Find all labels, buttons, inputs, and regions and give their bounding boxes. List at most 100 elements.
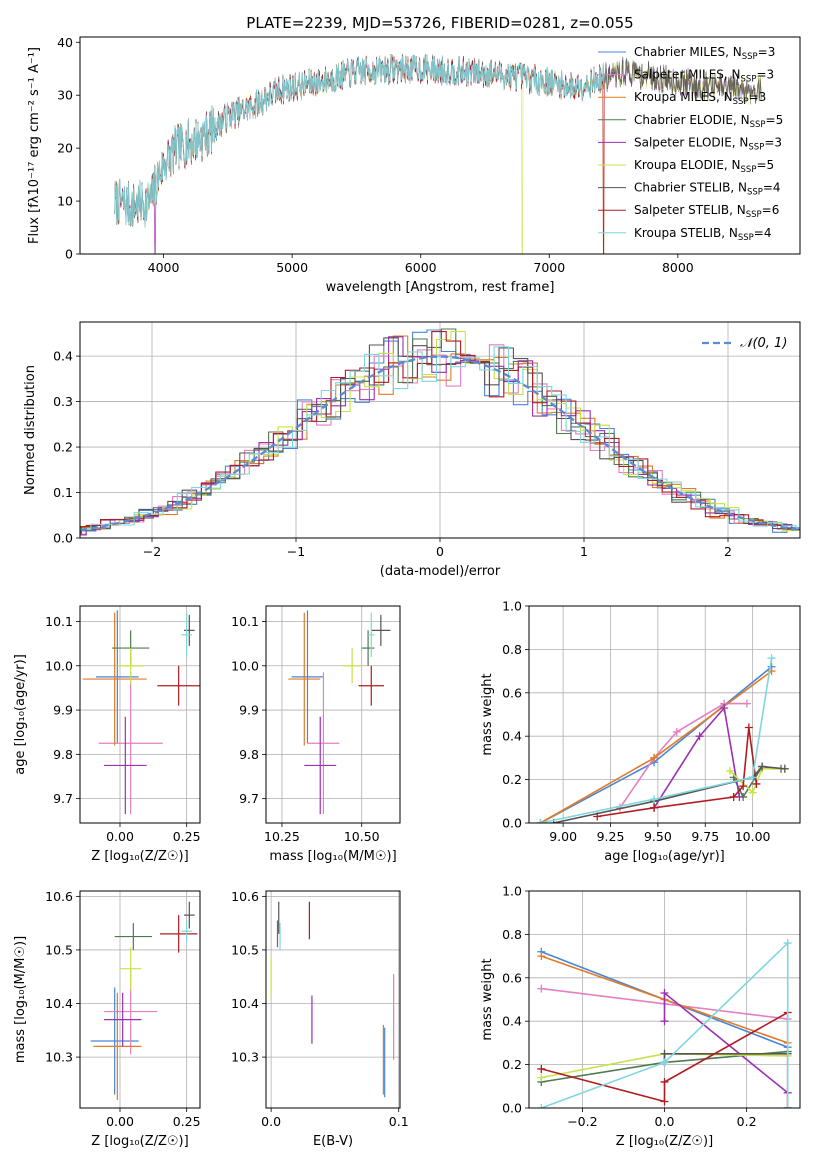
errorbar-point [184, 901, 195, 929]
weight-line [729, 768, 785, 794]
y-axis-label: mass [log₁₀(M/M☉)] [13, 936, 28, 1063]
weight-marker [720, 703, 729, 712]
gridlines [266, 606, 400, 823]
axis-ticks: 0.00 0.25 9.7 9.8 9.9 10.0 10.1 [45, 614, 200, 844]
y-tick-label: 30 [57, 88, 73, 103]
legend-suffix: =4 [763, 181, 781, 195]
errorbar-point [342, 648, 362, 684]
legend-subscript: SSP [741, 165, 757, 175]
y-tick-label: 10.5 [45, 942, 73, 957]
legend-text: Chabrier ELODIE, N [634, 113, 750, 127]
legend-label: Kroupa ELODIE, NSSP=5 [634, 158, 774, 175]
errorbar-point [160, 915, 198, 953]
axes-frame [79, 605, 201, 824]
weight-marker [672, 727, 681, 736]
y-tick-label: 9.7 [239, 791, 259, 806]
x-axis-label: age [log₁₀(age/yr)] [604, 849, 725, 864]
axis-ticks: 0.0 0.1 10.3 10.4 10.5 10.6 [231, 889, 409, 1129]
axes-frame [528, 890, 801, 1109]
x-tick-label: 10.25 [264, 829, 300, 844]
plot-area [90, 901, 198, 1100]
legend-label: Kroupa STELIB, NSSP=4 [634, 226, 772, 243]
gridlines [80, 322, 800, 539]
weight-marker [660, 1097, 669, 1106]
errorbar-point [93, 992, 142, 1100]
weight-line [663, 991, 789, 1108]
axes-frame [528, 605, 801, 824]
weight-marker [593, 812, 602, 821]
y-tick-label: 9.9 [239, 703, 259, 718]
legend-subscript: SSP [750, 120, 766, 130]
panel-residuals: −2 −1 0 1 2 0.0 0.1 0.2 0.3 0.4 (data-model)/error… [23, 321, 801, 579]
y-tick-label: 0.6 [502, 685, 522, 700]
axis-ticks: 9.00 9.25 9.50 9.75 10.00 0.0 0.2 0.4 0.6 0.8 1.0 [502, 599, 770, 845]
weight-marker [660, 1077, 669, 1086]
errorbar-point [371, 614, 391, 646]
x-tick-label: 0.00 [106, 829, 134, 844]
x-axis-label: E(B-V) [313, 1134, 353, 1149]
legend: Chabrier MILES, N SSP =3 Salpeter MILES, N S… [598, 45, 783, 243]
y-tick-label: 0.4 [53, 349, 73, 364]
y-tick-label: 10.3 [231, 1050, 259, 1065]
y-tick-label: 10.0 [45, 658, 73, 673]
x-axis-label: wavelength [Angstrom, rest frame] [326, 280, 555, 295]
weight-marker [725, 766, 734, 775]
legend-subscript: SSP [748, 142, 764, 152]
errorbar-point [368, 612, 375, 657]
panel-weight-vs-age: 9.00 9.25 9.50 9.75 10.00 0.0 0.2 0.4 0.6 0.8 1.0 a… [480, 599, 801, 864]
legend-text: Kroupa STELIB, N [634, 226, 738, 240]
histogram-series [80, 346, 800, 530]
legend-subscript: SSP [747, 188, 763, 198]
y-tick-label: 10.1 [231, 614, 259, 629]
axes-frame [265, 890, 401, 1109]
y-tick-label: 10.4 [45, 996, 73, 1011]
errorbar-point [98, 672, 163, 815]
y-tick-label: 10.1 [45, 614, 73, 629]
histogram-series [80, 337, 800, 534]
plot-area [114, 53, 762, 254]
legend-label: Kroupa MILES, NSSP=3 [634, 90, 766, 107]
x-tick-label: 0.25 [173, 829, 201, 844]
x-tick-label: 0.00 [106, 1114, 134, 1129]
y-tick-label: 10.6 [45, 889, 73, 904]
weight-marker [650, 803, 659, 812]
x-tick-label: 4000 [148, 260, 180, 275]
errorbar-point [82, 612, 147, 746]
y-tick-label: 10.4 [231, 996, 259, 1011]
spectrum-line [114, 54, 605, 228]
x-tick-label: 6000 [405, 260, 437, 275]
errorbar-point [358, 665, 385, 706]
legend-suffix: =4 [754, 226, 772, 240]
legend-text: Kroupa ELODIE, N [634, 158, 741, 172]
x-axis-label: Z [log₁₀(Z/Z☉)] [91, 849, 188, 864]
x-tick-label: 5000 [276, 260, 308, 275]
weight-marker [537, 1064, 546, 1073]
axes-frame [79, 890, 201, 1109]
legend-label: 𝒩(0, 1) [740, 336, 787, 351]
x-tick-label: −2 [143, 544, 161, 559]
weight-marker [660, 988, 669, 997]
weight-marker [537, 952, 546, 961]
x-tick-label: 0.25 [173, 1114, 201, 1129]
x-axis-label: Z [log₁₀(Z/Z☉)] [616, 1134, 713, 1149]
weight-marker [748, 773, 757, 782]
panel-age-vs-Z: 0.00 0.25 9.7 9.8 9.9 10.0 10.1 Z [log₁₀(Z/Z☉)]… [13, 605, 201, 864]
legend: 𝒩(0, 1) [702, 336, 787, 351]
y-tick-label: 0.3 [53, 394, 73, 409]
legend-subscript: SSP [738, 233, 754, 243]
legend-subscript: SSP [746, 210, 762, 220]
x-tick-label: −0.2 [567, 1114, 597, 1129]
y-tick-label: 20 [57, 141, 73, 156]
legend-label: Salpeter ELODIE, NSSP=3 [634, 135, 782, 152]
legend-text: Chabrier MILES, N [634, 45, 742, 59]
plot-area [270, 901, 395, 1098]
legend-text: Salpeter MILES, N [634, 68, 741, 82]
weight-marker [537, 1104, 546, 1108]
weight-marker [537, 984, 546, 993]
errorbar-point [114, 923, 152, 950]
axis-ticks: 10.25 10.50 9.7 9.8 9.9 10.0 10.1 [231, 614, 379, 844]
weight-marker [767, 654, 776, 663]
axes-frame [79, 36, 801, 255]
legend-suffix: =3 [749, 90, 767, 104]
